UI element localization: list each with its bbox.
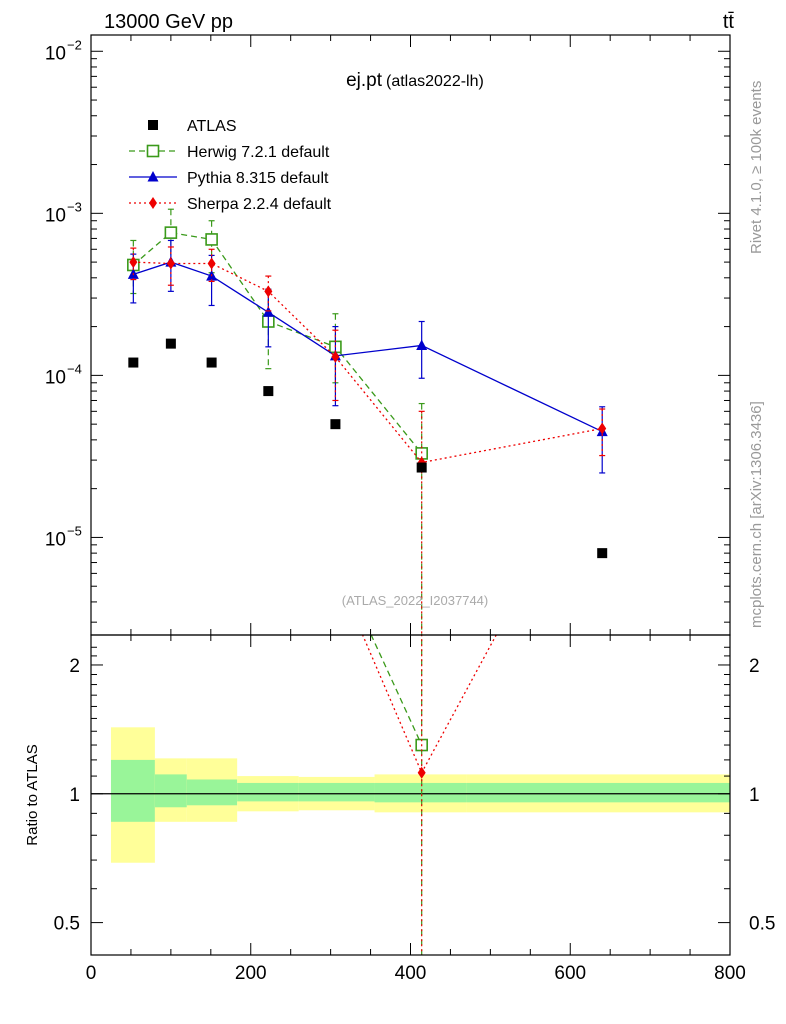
y-tick-label: 10 [45, 529, 66, 550]
atlas-data-point [165, 338, 176, 349]
process-label: tt̄ [723, 11, 735, 33]
y-tick-label: 10 [45, 205, 66, 226]
y-tick-exponent: −3 [67, 199, 82, 214]
ratio-band-inner [186, 779, 238, 806]
rivet-label: Rivet 4.1.0, ≥ 100k events [748, 81, 765, 254]
legend-marker [148, 120, 158, 130]
legend-label: ATLAS [187, 118, 237, 135]
series-line-2 [133, 261, 603, 464]
x-tick-label: 800 [714, 963, 746, 984]
y-tick-label: 10 [45, 43, 66, 64]
ratio-line-0 [370, 635, 423, 746]
atlas-data-point [416, 462, 427, 473]
ratio-uncertainty-bands [91, 727, 730, 863]
ratio-series-layer [361, 635, 497, 955]
ratio-tick-label-left: 0.5 [54, 914, 80, 935]
series-line-0 [132, 231, 423, 454]
main-series-layer [127, 208, 608, 635]
ratio-band-inner [154, 774, 187, 808]
ratio-tick-label-left: 1 [69, 785, 80, 806]
legend: ATLAS Herwig 7.2.1 default Pythia 8.315 de… [129, 118, 332, 213]
axis-tick-labels: 10−510−410−310 −20.5 0.51 12 20 200 400 600 800 [45, 37, 776, 984]
ratio-axis-label: Ratio to ATLAS [24, 744, 41, 845]
data-point [416, 339, 428, 350]
atlas-data-point [330, 419, 341, 430]
legend-marker [146, 144, 160, 158]
axis-ticks [90, 35, 731, 955]
ratio-tick-label-right: 0.5 [749, 914, 775, 935]
atlas-data-point [128, 357, 139, 368]
legend-label: Herwig 7.2.1 default [187, 144, 330, 161]
atlas-data-point [206, 357, 217, 368]
plot-subtitle: (atlas2022-lh) [386, 73, 484, 90]
y-tick-exponent: −2 [67, 37, 82, 52]
x-tick-label: 400 [395, 963, 427, 984]
y-tick-exponent: −5 [67, 523, 82, 538]
legend-label: Sherpa 2.2.4 default [187, 196, 332, 213]
energy-label: 13000 GeV pp [104, 11, 233, 33]
data-point [207, 257, 216, 270]
ratio-line-2 [361, 635, 497, 775]
y-tick-exponent: −4 [67, 361, 82, 376]
ratio-band-inner [298, 782, 375, 802]
atlas-data-point [597, 548, 608, 559]
data-point [262, 306, 274, 317]
ratio-tick-label-right: 2 [749, 656, 760, 677]
data-point [205, 233, 218, 246]
atlas-data-point [263, 386, 274, 397]
plot-title: ej.pt [346, 70, 383, 91]
data-point [166, 257, 175, 270]
data-point [164, 226, 178, 239]
x-tick-label: 600 [554, 963, 586, 984]
legend-marker [149, 197, 157, 209]
data-point [331, 350, 340, 363]
data-point [129, 256, 138, 269]
data-point [264, 285, 273, 298]
legend-label: Pythia 8.315 default [187, 170, 329, 187]
legend-marker [147, 171, 159, 182]
series-line-1 [133, 261, 603, 433]
x-tick-label: 0 [86, 963, 97, 984]
ratio-band-inner [466, 782, 730, 803]
analysis-watermark: (ATLAS_2022_I2037744) [342, 593, 488, 608]
x-tick-label: 200 [235, 963, 267, 984]
y-tick-label: 10 [45, 367, 66, 388]
ratio-tick-label-right: 1 [749, 785, 760, 806]
mcplots-label: mcplots.cern.ch [arXiv:1306.3436] [748, 401, 765, 628]
ratio-band-inner [237, 782, 299, 802]
ratio-marker [417, 766, 426, 779]
ratio-band-inner [374, 782, 467, 803]
ratio-tick-label-left: 2 [69, 656, 80, 677]
data-point [598, 422, 607, 435]
ratio-band-inner [110, 759, 155, 822]
